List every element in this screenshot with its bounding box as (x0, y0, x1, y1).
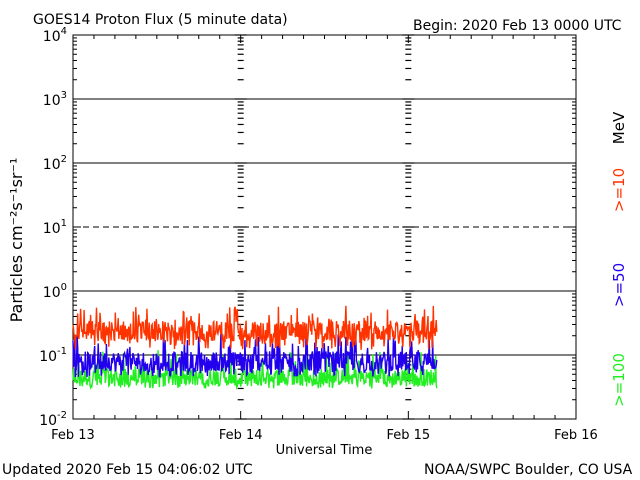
updated-time: Updated 2020 Feb 15 04:06:02 UTC (2, 462, 253, 478)
chart-title: GOES14 Proton Flux (5 minute data) (33, 12, 288, 28)
series-line-ge100 (72, 350, 438, 391)
y-tick-label: 10-1 (39, 346, 67, 365)
x-tick-label: Feb 14 (219, 428, 263, 443)
y-tick-label: 10-2 (39, 410, 67, 429)
legend-label: >=50 (610, 263, 628, 307)
legend-unit: MeV (610, 111, 628, 144)
gridlines (73, 98, 576, 356)
y-tick-label: 103 (43, 90, 67, 109)
begin-time: Begin: 2020 Feb 13 0000 UTC (413, 18, 622, 34)
y-tick-label: 100 (43, 282, 67, 301)
series-line-ge50 (72, 333, 438, 378)
x-axis-title: Universal Time (276, 443, 373, 458)
legend: MeV >=10 >=50 >=100 (610, 111, 628, 407)
legend-item: >=10 (610, 168, 628, 212)
y-tick-label: 101 (43, 218, 67, 237)
x-tick-label: Feb 13 (51, 428, 95, 443)
y-axis-label: Particles cm⁻²s⁻¹sr⁻¹ (7, 158, 26, 323)
y-axis-ticks: 104 103 102 101 100 10-1 10-2 (39, 26, 576, 429)
credit-text: NOAA/SWPC Boulder, CO USA (424, 462, 633, 478)
y-tick-label: 102 (43, 154, 67, 173)
x-tick-label: Feb 16 (554, 428, 598, 443)
legend-unit-label: MeV (610, 111, 628, 144)
legend-item: >=100 (610, 353, 628, 407)
series-lines (72, 305, 438, 391)
legend-label: >=10 (610, 168, 628, 212)
x-tick-label: Feb 15 (386, 428, 430, 443)
x-axis-ticks: Feb 13 Feb 14 Feb 15 Feb 16 (51, 35, 598, 443)
y-axis-title: Particles cm⁻²s⁻¹sr⁻¹ (7, 158, 26, 323)
y-tick-label: 104 (43, 26, 67, 45)
series-line-ge10 (72, 305, 438, 350)
legend-item: >=50 (610, 263, 628, 307)
legend-label: >=100 (610, 353, 628, 407)
